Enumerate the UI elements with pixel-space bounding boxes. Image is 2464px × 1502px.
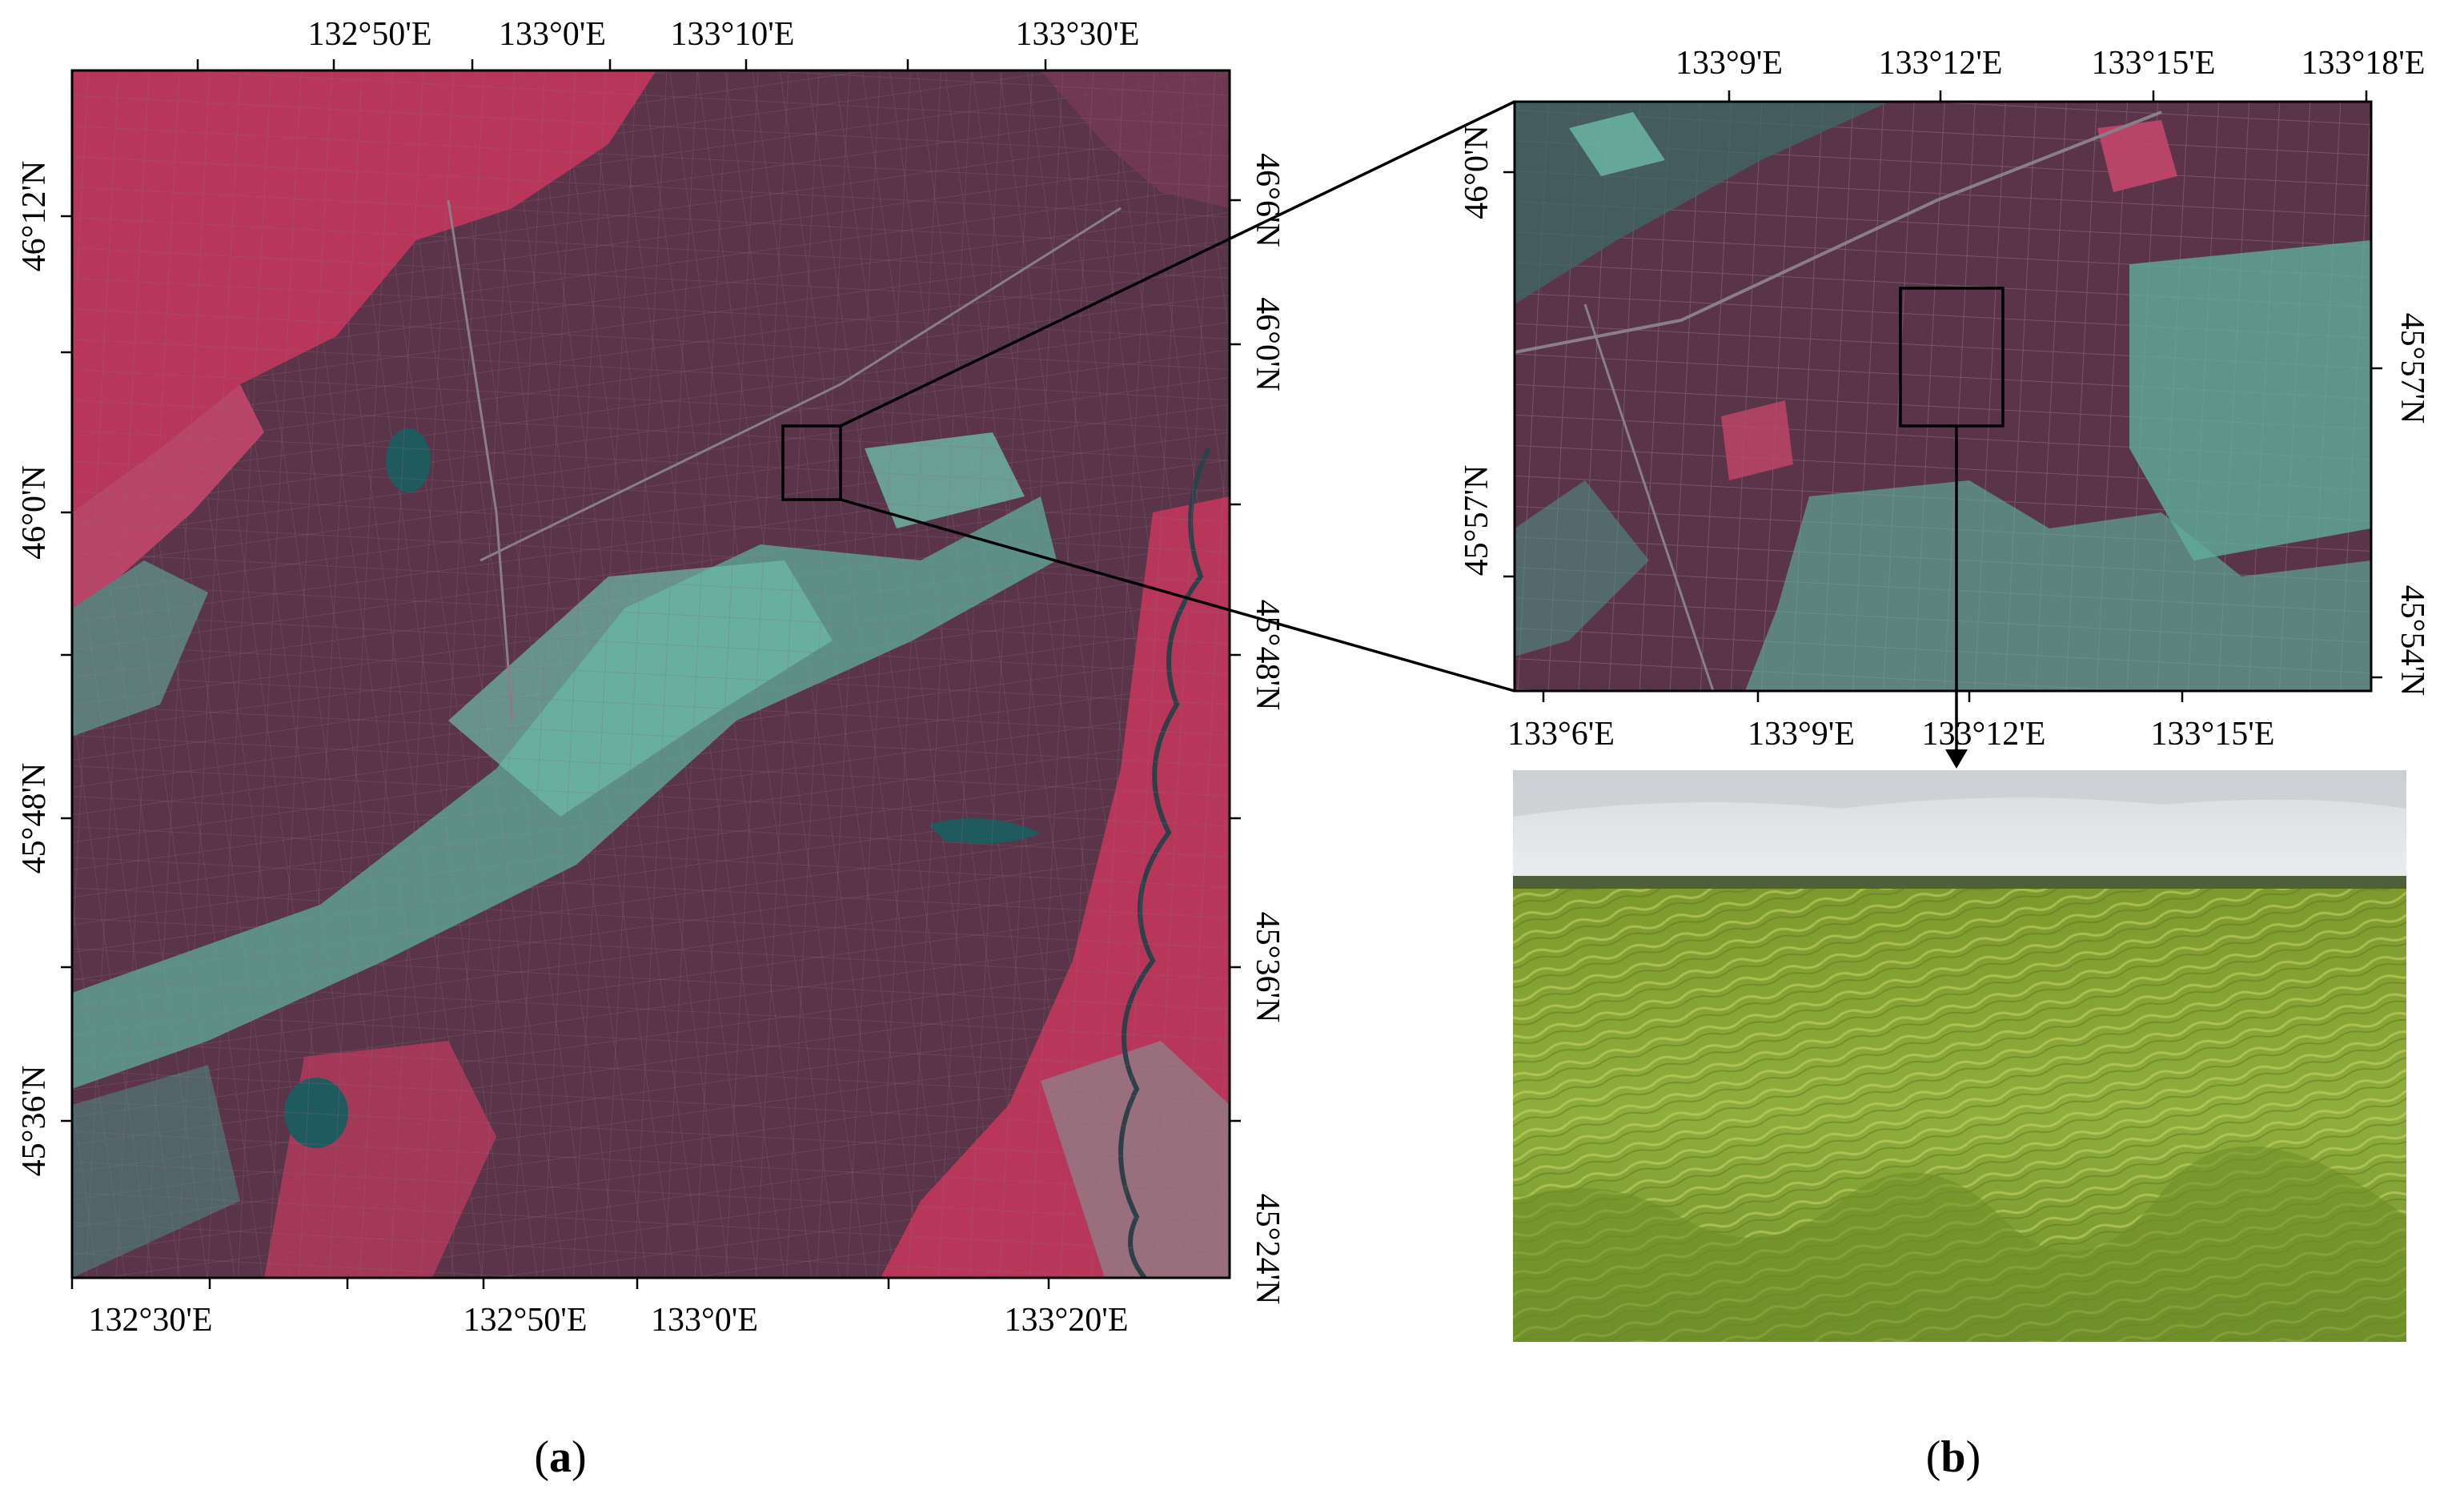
map-a-bottom-tick-label: 133°20'E xyxy=(1004,1302,1128,1339)
map-a-left-tick-label: 45°36'N xyxy=(16,1066,53,1177)
map-b-left-tick-label: 45°57'N xyxy=(1459,465,1495,576)
map-a-bottom-tick-label: 132°50'E xyxy=(463,1302,587,1339)
map-b-zoom-box xyxy=(1899,287,2005,428)
map-b-ticks xyxy=(1503,90,2382,702)
map-a-top-tick-label: 133°10'E xyxy=(670,16,794,53)
map-b-bottom-tick-label: 133°15'E xyxy=(2150,716,2274,753)
map-a-left-tick-label: 45°48'N xyxy=(16,763,53,874)
map-b-top-tick-label: 133°12'E xyxy=(1878,45,2002,82)
map-b-top-tick-label: 133°18'E xyxy=(2301,45,2425,82)
map-a-zoom-box xyxy=(781,424,842,501)
map-b-right-tick-label: 45°54'N xyxy=(2394,585,2430,697)
map-b-top-tick-label: 133°9'E xyxy=(1675,45,1783,82)
map-b-image xyxy=(1515,102,2371,691)
map-a-bottom-tick-label: 132°30'E xyxy=(88,1302,212,1339)
map-a-top-tick-label: 133°0'E xyxy=(499,16,606,53)
map-b-right-tick-label: 45°57'N xyxy=(2394,313,2430,424)
arrow-head xyxy=(1945,749,1968,769)
map-b-bottom-tick-label: 133°9'E xyxy=(1748,716,1855,753)
panel-label-b: (b) xyxy=(1926,1432,1980,1482)
map-b-bottom-tick-label: 133°6'E xyxy=(1507,716,1615,753)
map-a-right-tick-label: 45°24'N xyxy=(1249,1194,1286,1305)
panel-label-a: (a) xyxy=(534,1432,586,1482)
map-a-right-tick-label: 46°0'N xyxy=(1249,297,1286,392)
map-b-frame xyxy=(1513,100,2373,693)
zoom-connector-bottom xyxy=(840,498,1515,693)
map-a-image xyxy=(72,70,1230,1278)
zoom-connector-top xyxy=(840,100,1515,428)
map-a-right-tick-label: 46°6'N xyxy=(1249,153,1286,247)
map-a-top-tick-label: 132°50'E xyxy=(307,16,431,53)
rice-field-photo xyxy=(1513,770,2406,1342)
map-b-top-tick-label: 133°15'E xyxy=(2091,45,2215,82)
map-b-bottom-tick-label: 133°12'E xyxy=(1921,716,2045,753)
map-a-right-tick-label: 45°36'N xyxy=(1249,912,1286,1023)
map-a-left-tick-label: 46°0'N xyxy=(16,465,53,560)
map-b-left-tick-label: 46°0'N xyxy=(1459,125,1495,219)
map-a-ticks xyxy=(61,59,1241,1289)
map-a-left-tick-label: 46°12'N xyxy=(16,161,53,272)
map-a-frame xyxy=(70,69,1231,1279)
map-a-bottom-tick-label: 133°0'E xyxy=(651,1302,758,1339)
map-a-top-tick-label: 133°30'E xyxy=(1015,16,1139,53)
